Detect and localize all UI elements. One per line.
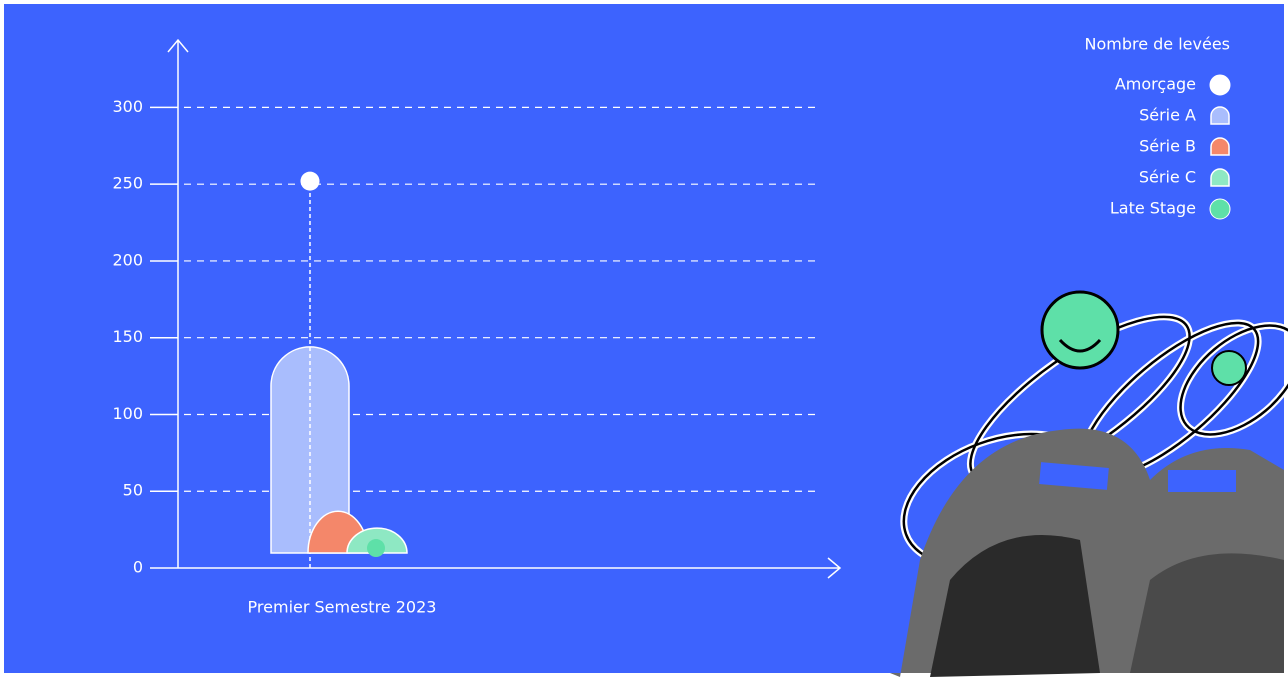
axis xyxy=(178,557,842,579)
legend-label: Late Stage xyxy=(1110,199,1196,218)
eye-bar xyxy=(1168,470,1236,492)
y-tick-label: 300 xyxy=(112,97,143,116)
y-tick-label: 250 xyxy=(112,174,143,193)
legend-label: Amorçage xyxy=(1115,75,1196,94)
legend-label: Série B xyxy=(1139,137,1196,156)
legend-label: Série C xyxy=(1139,168,1196,187)
axis xyxy=(167,38,189,568)
legend-icon xyxy=(1210,168,1230,187)
legend-label: Série A xyxy=(1139,106,1196,125)
y-tick-label: 0 xyxy=(133,558,143,577)
legend-icon xyxy=(1209,198,1231,220)
legend-icon xyxy=(1210,106,1230,125)
eye-bar xyxy=(1039,462,1109,490)
smiley xyxy=(1211,350,1247,386)
legend-icon xyxy=(1210,137,1230,156)
dot xyxy=(367,539,385,558)
y-tick-label: 50 xyxy=(123,481,143,500)
legend-title: Nombre de levées xyxy=(1084,35,1230,54)
bar xyxy=(270,346,350,554)
photo-suit xyxy=(930,535,1100,677)
y-tick-label: 200 xyxy=(112,250,143,269)
y-tick-label: 150 xyxy=(112,327,143,346)
x-tick-label: Premier Semestre 2023 xyxy=(248,598,437,617)
smiley-mouth xyxy=(1058,338,1102,353)
dot xyxy=(300,171,320,191)
y-tick-label: 100 xyxy=(112,404,143,423)
smiley xyxy=(1040,290,1120,370)
photo-suit xyxy=(1130,553,1284,673)
legend-icon xyxy=(1209,74,1231,96)
